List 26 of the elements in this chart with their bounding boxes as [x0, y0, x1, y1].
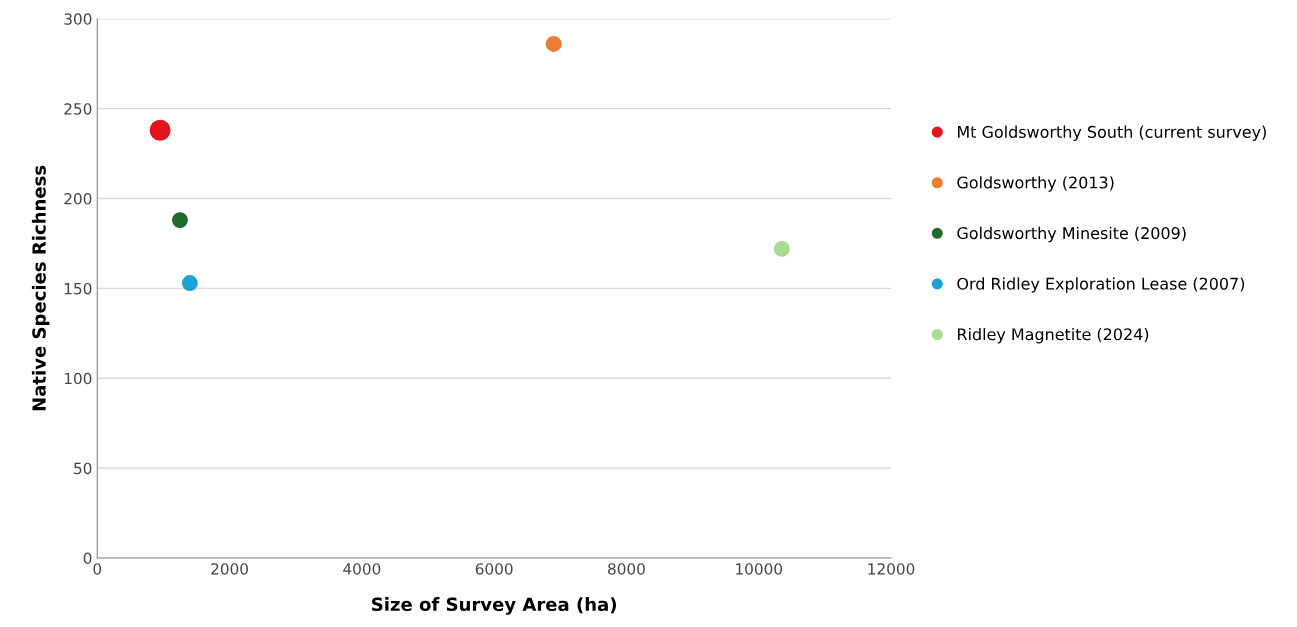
y-tick-label: 150 — [64, 282, 92, 295]
legend-label: Goldsworthy Minesite (2009) — [957, 226, 1186, 243]
legend-label: Goldsworthy (2013) — [957, 176, 1114, 192]
y-tick-label: 300 — [64, 13, 92, 25]
x-tick-label: 2000 — [211, 563, 248, 575]
y-tick-label: 100 — [64, 372, 92, 385]
legend-label: Ord Ridley Exploration Lease (2007) — [957, 277, 1245, 293]
point — [149, 119, 171, 141]
y-axis-title: Native Species Richness — [31, 165, 50, 411]
x-tick-label: 6000 — [475, 563, 513, 575]
point — [171, 212, 188, 229]
point — [545, 35, 562, 52]
point — [181, 275, 198, 292]
x-tick-label: 12000 — [868, 563, 915, 575]
legend-label: Mt Goldsworthy South (current survey) — [958, 125, 1266, 142]
y-tick-label: 50 — [74, 462, 92, 475]
x-tick-label: 4000 — [343, 563, 381, 575]
x-axis-title: Size of Survey Area (ha) — [372, 597, 616, 615]
x-tick-label: 8000 — [608, 563, 645, 575]
y-tick-label: 250 — [64, 103, 92, 115]
x-tick-label: 0 — [93, 563, 102, 575]
x-tick-label: 10000 — [736, 563, 783, 575]
y-tick-label: 0 — [83, 552, 92, 565]
y-tick-label: 200 — [64, 193, 92, 205]
point — [773, 240, 790, 257]
legend-label: Ridley Magnetite (2024) — [958, 327, 1149, 344]
